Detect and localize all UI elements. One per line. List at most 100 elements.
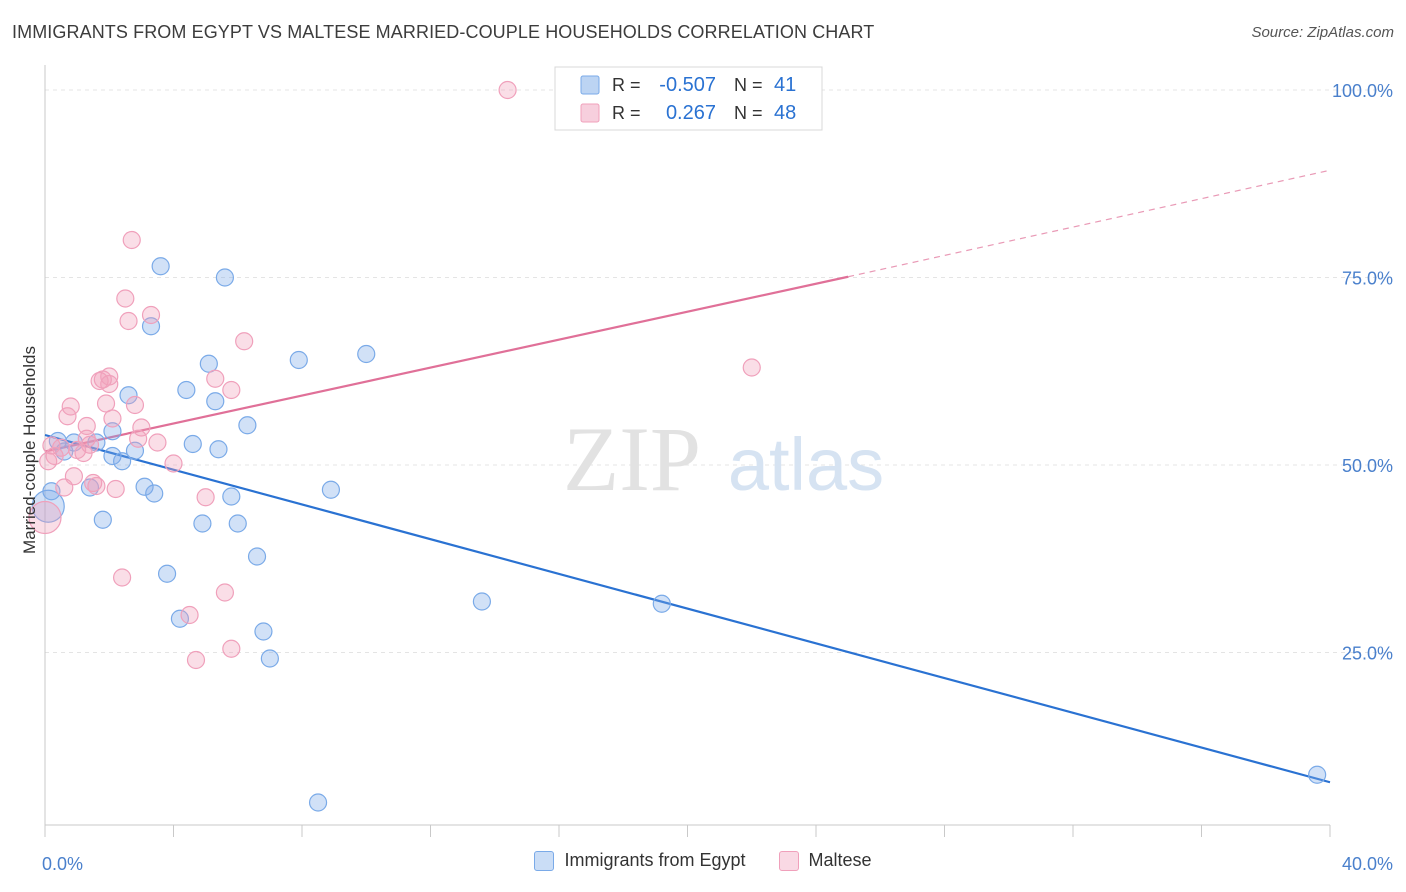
point-s1-19: [100, 367, 119, 386]
trend-lines: [44, 169, 1331, 784]
stats-r-value-maltese: 0.267: [666, 102, 716, 124]
axes: [44, 65, 1331, 837]
point-s1-21: [103, 409, 122, 428]
stats-n-label-maltese: N =: [734, 103, 763, 123]
point-s0-38: [1308, 765, 1327, 784]
point-s0-28: [238, 416, 257, 435]
point-s1-34: [186, 650, 206, 670]
point-s1-4: [51, 438, 71, 457]
point-s0-37: [652, 594, 671, 613]
point-s0-8: [103, 422, 122, 441]
point-s1-20: [100, 374, 119, 394]
point-s1-35: [196, 488, 215, 507]
y-axis-label-container: Married-couple Households: [16, 300, 44, 600]
point-s1-0: [28, 500, 62, 535]
point-s1-38: [222, 380, 241, 400]
point-s1-26: [122, 230, 141, 250]
point-s1-30: [141, 305, 161, 325]
point-s1-41: [498, 80, 517, 100]
stats-n-label-egypt: N =: [734, 75, 763, 95]
watermark-atlas: atlas: [728, 423, 884, 506]
point-s0-35: [357, 344, 376, 364]
point-s1-37: [215, 583, 234, 602]
zipatlas-watermark: ZIP atlas: [563, 408, 884, 510]
point-s0-22: [199, 354, 218, 373]
point-s1-32: [164, 454, 183, 473]
legend-item-maltese[interactable]: Maltese: [778, 850, 872, 871]
point-s1-33: [180, 605, 199, 625]
y-tick-label-3: 100.0%: [1332, 81, 1393, 101]
point-s0-20: [183, 434, 202, 454]
point-s1-24: [116, 289, 135, 308]
point-s0-33: [308, 793, 328, 812]
source-label: Source: ZipAtlas.com: [1251, 24, 1394, 41]
stats-r-label-maltese: R =: [612, 103, 641, 123]
point-s1-18: [96, 394, 116, 413]
point-s0-21: [193, 514, 212, 533]
point-s0-16: [151, 257, 170, 276]
point-s1-39: [222, 639, 241, 658]
point-s1-6: [58, 407, 77, 426]
legend-item-egypt[interactable]: Immigrants from Egypt: [534, 850, 746, 871]
stats-legend: R = -0.507 N = 41 R = 0.267 N = 48: [554, 66, 823, 131]
point-s1-22: [106, 479, 125, 499]
x-tick-label-1: 40.0%: [1342, 854, 1393, 874]
legend-label-maltese: Maltese: [808, 850, 872, 870]
point-s1-15: [87, 476, 106, 496]
point-s0-23: [206, 392, 225, 411]
point-s1-12: [77, 416, 96, 436]
watermark-zip: ZIP: [563, 408, 701, 510]
point-s0-10: [112, 452, 132, 471]
point-s0-17: [157, 564, 177, 583]
point-s0-24: [209, 440, 228, 459]
point-s0-9: [103, 446, 122, 466]
point-s0-18: [170, 609, 190, 628]
point-s0-15: [145, 484, 164, 503]
legend-swatch-egypt: [534, 850, 555, 871]
data-points: [28, 80, 1327, 812]
point-s1-23: [112, 568, 132, 587]
point-s1-14: [84, 473, 103, 493]
x-tick-label-0: 0.0%: [42, 854, 83, 874]
y-tick-label-2: 75.0%: [1342, 269, 1393, 289]
y-axis-label: Married-couple Households: [20, 346, 39, 554]
trend-line-1: [44, 275, 849, 453]
trend-line-dashed-1: [847, 169, 1331, 278]
point-s0-11: [119, 386, 138, 405]
stats-r-label-egypt: R =: [612, 75, 641, 95]
stats-n-value-maltese: 48: [774, 102, 796, 124]
legend-label-egypt: Immigrants from Egypt: [564, 850, 746, 870]
point-s0-25: [215, 268, 234, 287]
point-s0-29: [247, 547, 267, 566]
point-s0-36: [472, 592, 491, 611]
point-s0-31: [260, 649, 279, 668]
point-s0-26: [222, 487, 241, 506]
point-s1-13: [80, 435, 100, 454]
point-s0-13: [135, 477, 154, 496]
series-legend: Immigrants from Egypt Maltese: [0, 850, 1406, 876]
point-s1-28: [129, 429, 148, 448]
point-s0-32: [289, 350, 308, 370]
point-s1-7: [61, 397, 80, 416]
stats-r-value-egypt: -0.507: [659, 74, 716, 96]
point-s1-25: [119, 311, 138, 331]
point-s0-7: [93, 510, 112, 529]
y-tick-label-1: 50.0%: [1342, 456, 1393, 476]
point-s0-12: [125, 441, 145, 460]
grid-lines: [45, 89, 1392, 653]
point-s0-19: [177, 380, 196, 400]
point-s0-27: [228, 514, 247, 533]
stats-legend-swatch-egypt: [580, 75, 600, 95]
point-s1-42: [742, 358, 761, 377]
point-s1-8: [64, 467, 84, 486]
legend-swatch-maltese: [778, 850, 799, 871]
point-s0-34: [321, 480, 341, 499]
chart-title: IMMIGRANTS FROM EGYPT VS MALTESE MARRIED…: [12, 22, 875, 42]
stats-n-value-egypt: 41: [774, 74, 796, 96]
point-s1-27: [125, 395, 145, 415]
trend-line-0: [44, 433, 1331, 784]
point-s1-31: [148, 433, 167, 452]
point-s1-36: [206, 369, 225, 388]
point-s0-30: [254, 622, 273, 641]
